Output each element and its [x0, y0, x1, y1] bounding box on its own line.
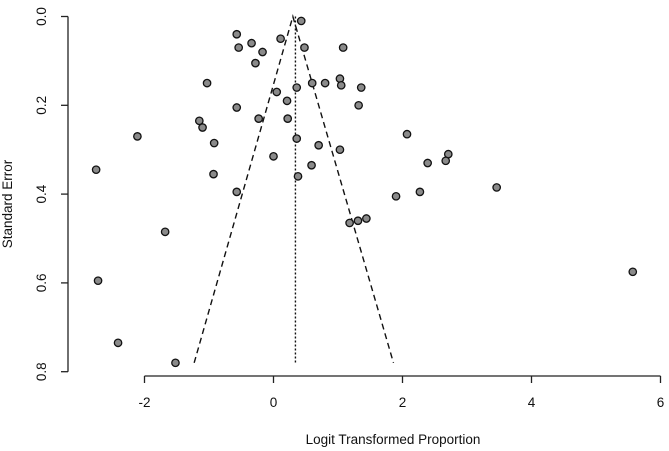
- study-point: [307, 78, 317, 88]
- study-point: [232, 29, 242, 39]
- study-point: [276, 34, 285, 44]
- study-point: [345, 218, 354, 228]
- study-point: [269, 152, 278, 161]
- study-point: [314, 140, 323, 150]
- study-point: [296, 16, 306, 26]
- x-tick: 6: [657, 376, 665, 410]
- x-tick-label: 2: [399, 395, 407, 410]
- x-axis-ticks: -2 0 2 4 6: [138, 376, 664, 410]
- y-tick-label: 0.4: [34, 184, 49, 203]
- study-point: [336, 80, 346, 90]
- study-point: [198, 123, 207, 132]
- study-point: [338, 43, 348, 52]
- y-tick: 0.4: [34, 184, 68, 203]
- study-point: [232, 103, 242, 112]
- study-point: [283, 114, 293, 123]
- study-point: [300, 43, 309, 52]
- study-point: [356, 83, 366, 92]
- x-tick: 4: [528, 376, 536, 410]
- x-tick-label: -2: [138, 395, 150, 410]
- study-point: [307, 160, 316, 170]
- study-point: [292, 134, 302, 143]
- x-tick: 0: [270, 376, 278, 410]
- x-tick: 2: [399, 376, 407, 410]
- study-point: [272, 87, 282, 97]
- y-tick-label: 0.0: [34, 7, 49, 26]
- study-point: [292, 83, 302, 92]
- study-point: [234, 43, 244, 52]
- study-point: [258, 47, 267, 57]
- x-tick-label: 6: [657, 395, 665, 410]
- study-point: [293, 171, 303, 181]
- study-point: [492, 183, 502, 192]
- x-tick-label: 4: [528, 395, 536, 410]
- study-point: [391, 191, 401, 201]
- funnel-layer: [193, 13, 395, 364]
- study-point: [160, 227, 170, 237]
- study-point: [415, 187, 425, 197]
- study-point: [247, 38, 256, 48]
- study-point: [209, 169, 218, 179]
- study-point: [171, 358, 180, 368]
- study-point: [93, 276, 103, 286]
- study-point: [251, 58, 260, 68]
- y-tick: 0.6: [34, 274, 68, 293]
- y-axis-ticks: 0.0 0.2 0.4 0.6 0.8: [34, 7, 68, 381]
- study-point: [628, 267, 638, 277]
- y-axis-title: Standard Error: [0, 159, 15, 248]
- study-point: [282, 96, 292, 106]
- study-point: [209, 138, 219, 148]
- y-tick-label: 0.2: [34, 96, 49, 115]
- y-tick: 0.2: [34, 96, 68, 115]
- study-point: [362, 214, 371, 223]
- x-tick-label: 0: [270, 395, 278, 410]
- study-point: [254, 114, 264, 123]
- points-layer: [91, 16, 638, 368]
- study-point: [402, 129, 412, 139]
- y-tick-label: 0.6: [34, 274, 49, 293]
- x-axis-title: Logit Transformed Proportion: [306, 432, 481, 447]
- study-point: [441, 156, 451, 166]
- study-point: [202, 78, 212, 88]
- y-tick: 0.8: [34, 362, 68, 381]
- x-tick: -2: [138, 376, 151, 410]
- study-point: [320, 78, 330, 88]
- y-tick: 0.0: [34, 7, 68, 26]
- study-point: [133, 132, 142, 141]
- study-point: [91, 165, 101, 175]
- study-point: [354, 100, 363, 110]
- study-point: [194, 116, 204, 126]
- study-point: [423, 158, 433, 168]
- y-tick-label: 0.8: [34, 362, 49, 381]
- study-point: [113, 338, 123, 348]
- study-point: [335, 145, 345, 155]
- study-point: [353, 216, 363, 226]
- funnel-boundary-lines: [193, 13, 395, 364]
- study-point: [232, 187, 242, 197]
- axes: [67, 16, 661, 377]
